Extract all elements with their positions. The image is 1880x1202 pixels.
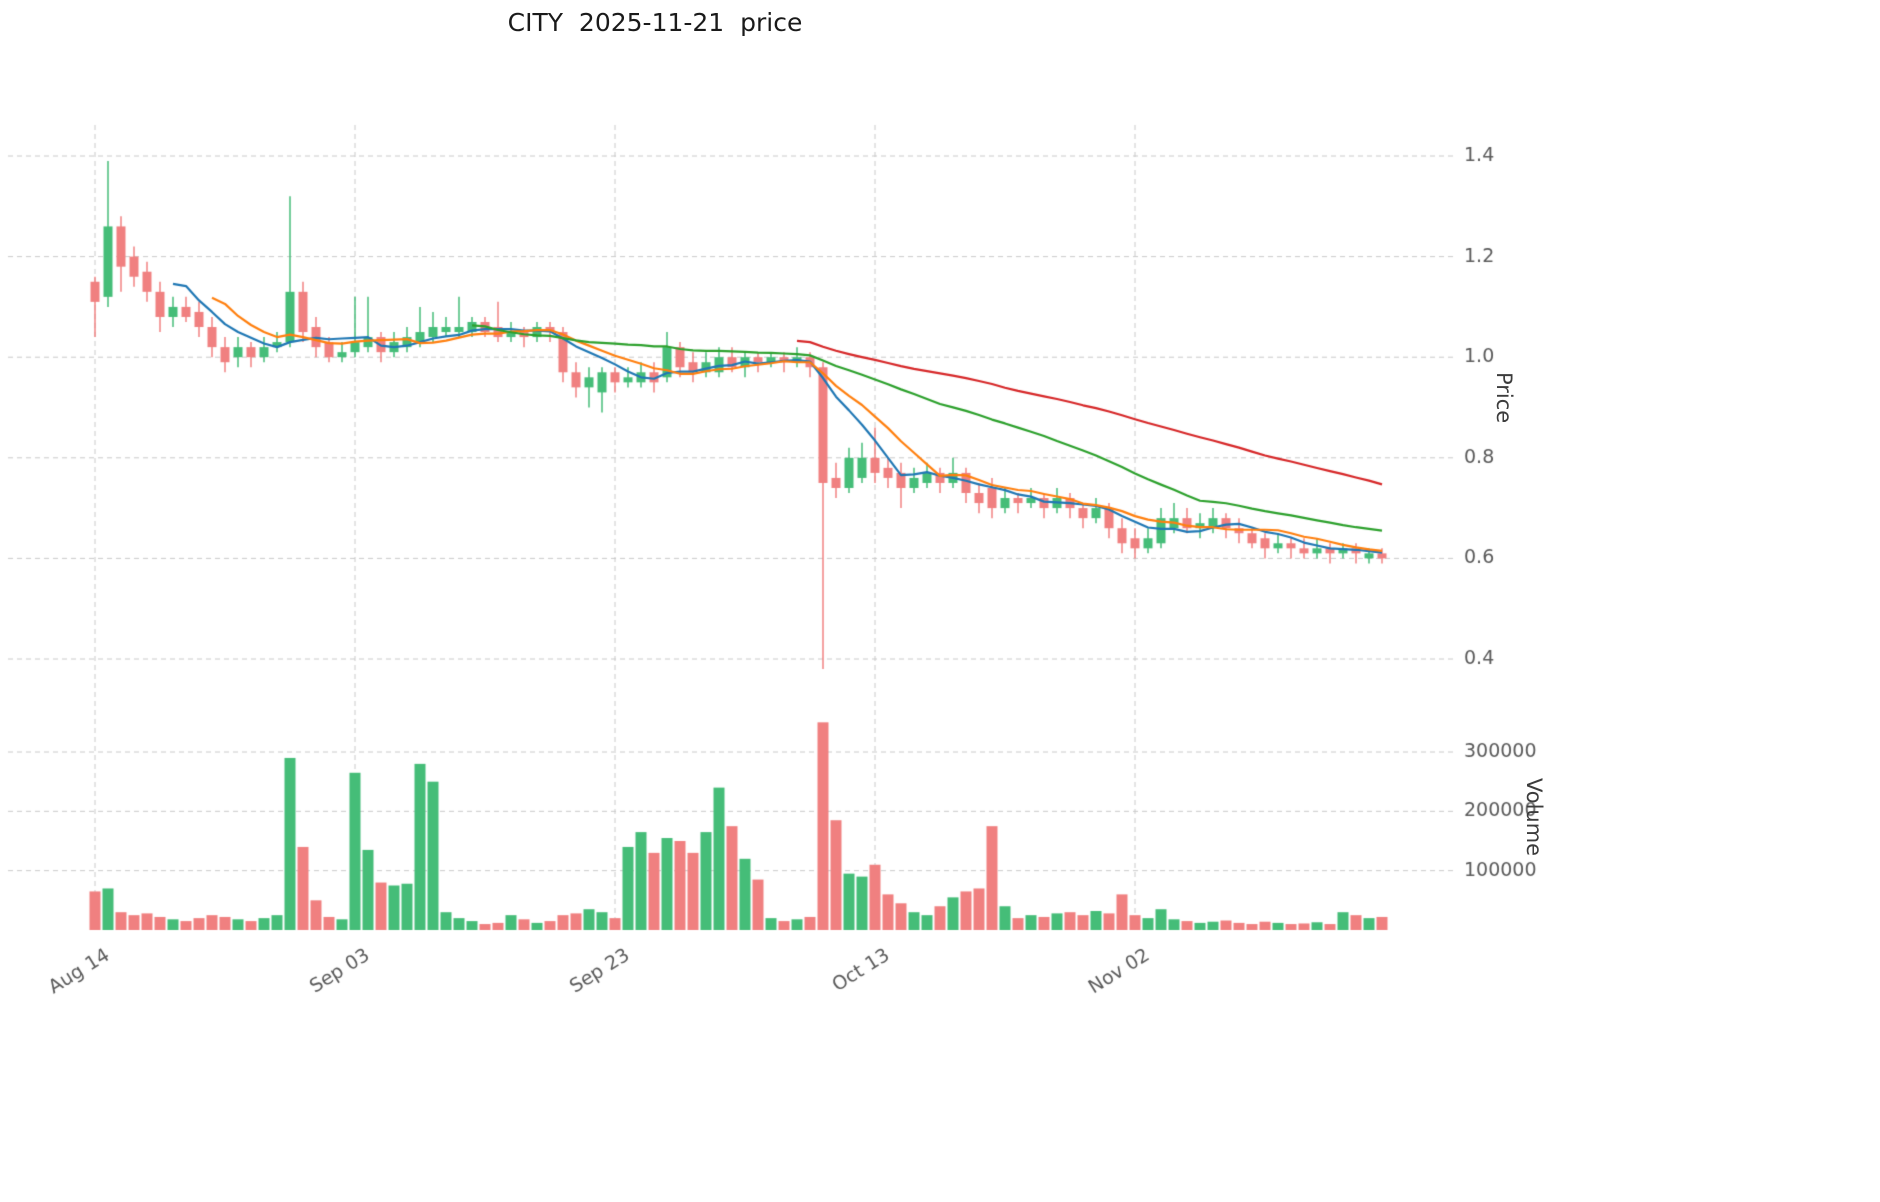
volume-axis-label: Volume xyxy=(1522,778,1546,857)
chart-title: CITY 2025-11-21 price xyxy=(507,8,803,37)
price-axis-label: Price xyxy=(1492,372,1516,424)
